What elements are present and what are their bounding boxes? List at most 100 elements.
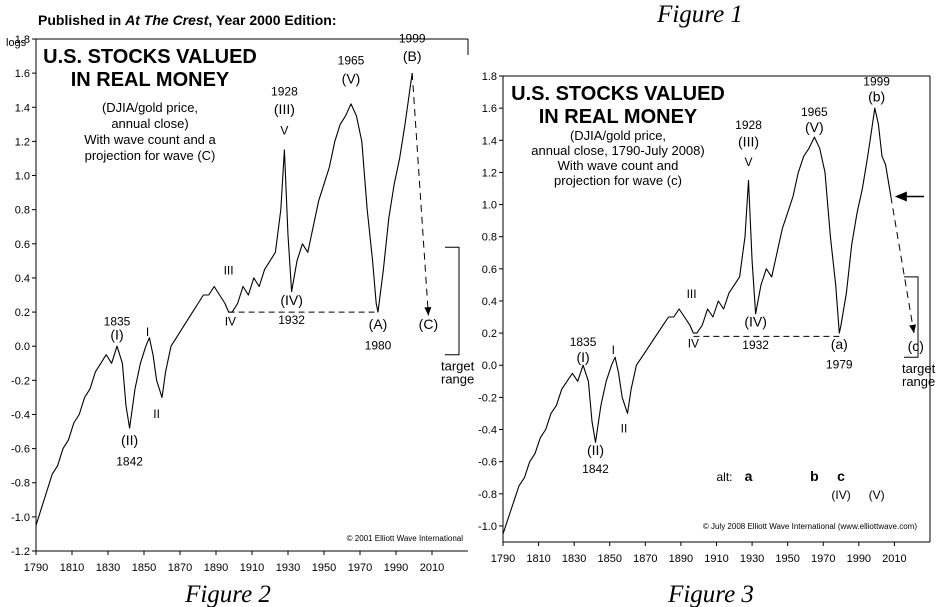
fig3-x-tick-label: 1990 (847, 553, 871, 565)
fig2-wave-label: IV (225, 315, 236, 329)
fig3-wave-label: 1842 (582, 462, 609, 476)
fig3-wave-label: 1999 (863, 75, 890, 89)
fig3-alt-sub-item: (V) (869, 488, 885, 502)
fig3-y-tick-label: -0.4 (478, 425, 497, 437)
figure-3-caption: Figure 3 (667, 581, 754, 607)
fig3-y-tick-label: 0.2 (482, 328, 497, 340)
fig3-wave-label: V (745, 155, 753, 169)
fig2-y-tick-label: 0.8 (15, 205, 30, 217)
fig2-wave-label: (A) (369, 316, 388, 332)
fig3-y-tick-label: -0.2 (478, 392, 497, 404)
fig2-y-tick-label: -0.4 (11, 409, 30, 421)
fig3-y-tick-label: -1.0 (478, 521, 497, 533)
fig3-x-tick-label: 1810 (526, 553, 550, 565)
fig3-wave-label: IV (688, 337, 699, 351)
fig3-wave-label: (c) (908, 338, 924, 354)
fig3-wave-label: 1835 (570, 335, 597, 349)
fig2-y-tick-label: 1.6 (15, 68, 30, 80)
fig2-y-tick-label: -0.6 (11, 444, 30, 456)
fig2-wave-label: (IV) (280, 292, 303, 308)
fig3-x-tick-label: 1890 (669, 553, 693, 565)
fig3-x-tick-label: 1930 (740, 553, 764, 565)
fig2-y-axis-label: logs (6, 37, 27, 49)
fig2-wave-label: (I) (110, 326, 123, 342)
fig3-alt-item: c (837, 468, 845, 484)
fig2-target-range-label: target (441, 359, 475, 374)
fig3-wave-label: 1928 (735, 118, 762, 132)
fig2-y-tick-label: -1.2 (11, 546, 30, 558)
fig3-wave-label: 1965 (801, 105, 828, 119)
fig2-title: U.S. STOCKS VALUED (43, 46, 257, 68)
fig2-subtitle: projection for wave (C) (85, 148, 216, 163)
fig3-y-tick-label: 0.8 (482, 232, 497, 244)
chart-figure-3: -1.0 -0.8 -0.6 -0.4 -0.2 0.0 0.2 0.4 0.6 0.8 1.0 1.… (478, 71, 936, 565)
fig2-wave-label: III (224, 264, 234, 278)
fig2-wave-label: 1835 (104, 315, 131, 329)
fig2-wave-label: I (146, 325, 149, 339)
fig2-y-tick-label: 0.2 (15, 307, 30, 319)
fig3-x-tick-label: 1950 (775, 553, 799, 565)
fig3-copyright: © July 2008 Elliott Wave International (… (703, 522, 917, 531)
published-publication: At The Crest (124, 12, 210, 28)
published-prefix: Published in (38, 12, 125, 28)
fig3-projection-line (890, 196, 915, 334)
figure-2-caption: Figure 2 (184, 581, 271, 607)
fig3-y-tick-label: -0.8 (478, 489, 497, 501)
fig2-wave-label: (II) (121, 432, 138, 448)
fig2-wave-label: II (153, 407, 160, 421)
fig3-wave-label: (II) (587, 442, 604, 458)
fig2-subtitle: With wave count and a (84, 132, 216, 147)
fig3-wave-label: (b) (868, 89, 885, 105)
fig3-wave-label: (I) (576, 349, 589, 365)
fig2-x-tick-label: 1850 (132, 562, 156, 574)
fig3-x-tick-label: 1970 (811, 553, 835, 565)
fig3-subtitle: With wave count and (558, 158, 679, 173)
fig2-wave-label: V (280, 124, 288, 138)
published-suffix: , Year 2000 Edition: (208, 12, 336, 28)
fig3-y-tick-label: 1.4 (482, 135, 497, 147)
fig3-series-line (502, 107, 892, 535)
fig3-y-tick-label: 1.0 (482, 200, 497, 212)
fig2-y-tick-label: 0.4 (15, 273, 30, 285)
figure-1-caption: Figure 1 (656, 1, 743, 28)
fig3-alt-item: a (745, 468, 753, 484)
fig2-title: IN REAL MONEY (71, 69, 230, 91)
chart-figure-2: logs -1.2 -1.0 -0.8 -0.6 -0.4 -0.2 0.0 0.2 0.4 0.6… (6, 31, 475, 574)
fig3-projection-arrowhead (909, 324, 917, 334)
fig3-y-tick-label: 1.6 (482, 103, 497, 115)
fig2-x-tick-label: 1890 (204, 562, 228, 574)
fig3-alt-item: b (810, 468, 819, 484)
fig3-wave-label: (III) (738, 134, 759, 150)
fig2-y-tick-label: -0.8 (11, 478, 30, 490)
fig3-x-tick-label: 2010 (882, 553, 906, 565)
fig2-wave-label: (B) (403, 48, 422, 64)
fig2-y-tick-label: 1.2 (15, 136, 30, 148)
fig3-current-arrowhead (894, 191, 907, 202)
fig2-wave-label: (III) (274, 101, 295, 117)
fig2-series-line (35, 73, 413, 526)
fig2-y-tick-label: 1.8 (15, 34, 30, 46)
fig3-y-tick-label: 0.4 (482, 296, 497, 308)
fig3-subtitle: projection for wave (c) (554, 173, 682, 188)
fig2-x-tick-label: 1910 (240, 562, 264, 574)
fig3-y-tick-label: 1.2 (482, 167, 497, 179)
fig2-wave-label: (C) (419, 316, 438, 332)
fig2-y-tick-label: -1.0 (11, 512, 30, 524)
fig3-title: U.S. STOCKS VALUED (511, 83, 725, 105)
fig3-y-tick-label: -0.6 (478, 457, 497, 469)
fig2-wave-label: 1842 (116, 455, 143, 469)
fig3-x-tick-label: 1910 (704, 553, 728, 565)
fig2-x-tick-label: 2010 (420, 562, 444, 574)
fig3-y-tick-label: 0.6 (482, 264, 497, 276)
fig2-wave-label: 1932 (278, 313, 305, 327)
fig3-alt-label: alt: (717, 470, 733, 484)
fig3-x-tick-label: 1870 (633, 553, 657, 565)
fig3-target-range-label: range (902, 374, 935, 389)
fig2-y-tick-label: 1.4 (15, 102, 30, 114)
fig2-x-tick-label: 1810 (60, 562, 84, 574)
fig3-alt-sub-item: (IV) (831, 488, 850, 502)
fig2-y-tick-label: -0.2 (11, 375, 30, 387)
fig3-x-tick-label: 1790 (491, 553, 515, 565)
fig2-subtitle: annual close) (111, 116, 188, 131)
